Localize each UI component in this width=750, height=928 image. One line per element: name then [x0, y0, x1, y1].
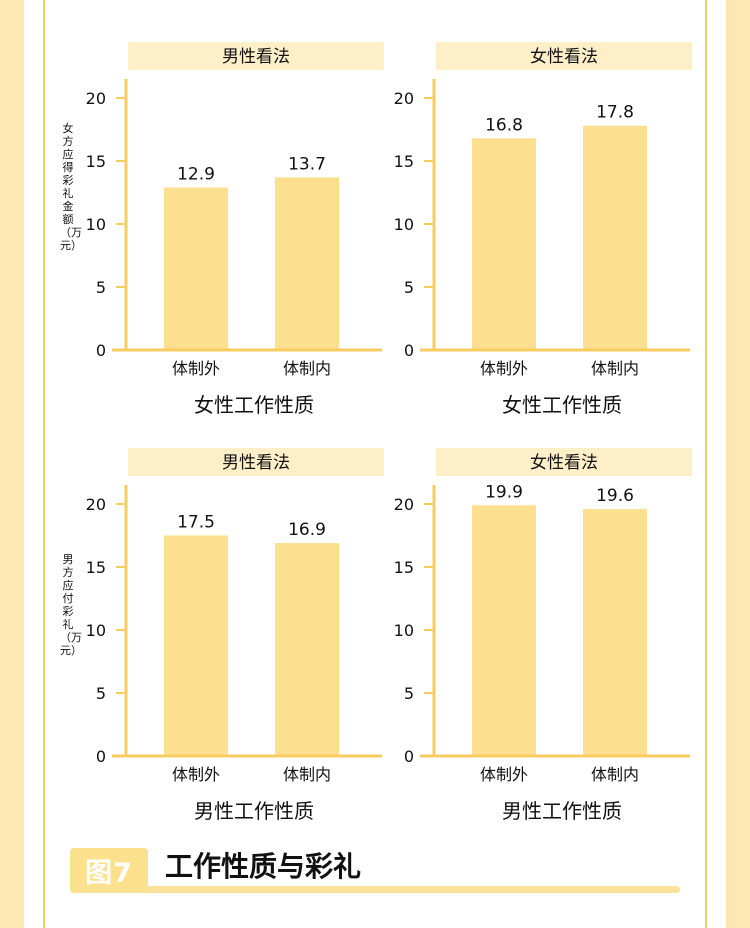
y-tick-label: 15 [86, 558, 106, 577]
y-tick-label: 20 [86, 495, 106, 514]
y-tick-label: 20 [394, 89, 414, 108]
x-tick-label: 体制内 [283, 765, 331, 784]
bar-value-label: 19.6 [596, 486, 634, 506]
panel-title: 男性看法 [222, 453, 290, 473]
x-axis-title: 男性工作性质 [502, 799, 622, 823]
y-tick-label: 0 [404, 747, 414, 766]
x-tick-label: 体制内 [591, 765, 639, 784]
y-tick-label: 0 [96, 341, 106, 360]
x-tick-label: 体制内 [591, 359, 639, 378]
bar-value-label: 16.8 [485, 115, 523, 135]
panel-header [128, 42, 384, 70]
panel-title: 女性看法 [530, 47, 598, 67]
panel-header [436, 42, 692, 70]
y-tick-label: 10 [86, 215, 106, 234]
y-tick-label: 5 [96, 684, 106, 703]
bar-value-label: 19.9 [485, 482, 523, 502]
bar-value-label: 13.7 [288, 154, 326, 174]
bar-value-label: 17.5 [177, 513, 215, 533]
bar [275, 177, 339, 350]
y-tick-label: 15 [394, 152, 414, 171]
x-tick-label: 体制外 [172, 765, 220, 784]
x-tick-label: 体制内 [283, 359, 331, 378]
figure-title: 工作性质与彩礼 [165, 850, 362, 883]
panel-header [128, 448, 384, 476]
figure-number-badge: 图7 [70, 848, 148, 892]
x-tick-label: 体制外 [480, 765, 528, 784]
y-tick-label: 10 [394, 215, 414, 234]
bar [275, 543, 339, 756]
bar-value-label: 12.9 [177, 164, 215, 184]
y-axis-label-top: 女方应得彩礼金额（万元） [60, 122, 82, 252]
y-tick-label: 5 [404, 278, 414, 297]
panel-header [436, 448, 692, 476]
bar-value-label: 17.8 [596, 103, 634, 123]
x-axis-title: 女性工作性质 [194, 393, 314, 417]
caption-underline [70, 886, 680, 893]
y-tick-label: 15 [86, 152, 106, 171]
y-tick-label: 10 [86, 621, 106, 640]
y-tick-label: 15 [394, 558, 414, 577]
y-tick-label: 20 [86, 89, 106, 108]
y-tick-label: 5 [404, 684, 414, 703]
panel-title: 男性看法 [222, 47, 290, 67]
y-tick-label: 0 [96, 747, 106, 766]
y-tick-label: 0 [404, 341, 414, 360]
bar [583, 509, 647, 756]
figure-caption: 图7 工作性质与彩礼 [70, 846, 680, 894]
x-tick-label: 体制外 [172, 359, 220, 378]
bar [472, 505, 536, 756]
bar [164, 187, 228, 350]
y-tick-label: 10 [394, 621, 414, 640]
bar [164, 535, 228, 756]
y-tick-label: 5 [96, 278, 106, 297]
bar [583, 125, 647, 350]
x-tick-label: 体制外 [480, 359, 528, 378]
x-axis-title: 女性工作性质 [502, 393, 622, 417]
x-axis-title: 男性工作性质 [194, 799, 314, 823]
bar [472, 138, 536, 350]
y-axis-label-bottom: 男方应付彩礼（万元） [60, 553, 82, 657]
bar-value-label: 16.9 [288, 520, 326, 540]
panel-title: 女性看法 [530, 453, 598, 473]
y-tick-label: 20 [394, 495, 414, 514]
